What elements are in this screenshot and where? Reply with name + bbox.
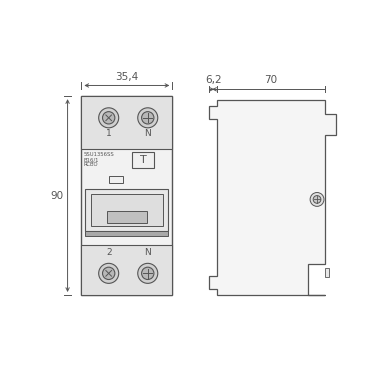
Text: 2: 2	[106, 248, 112, 257]
Circle shape	[142, 267, 154, 280]
Circle shape	[138, 263, 158, 283]
Bar	[85, 189, 169, 231]
Circle shape	[142, 112, 154, 124]
Text: 35,4: 35,4	[115, 72, 139, 82]
Text: 70: 70	[264, 75, 278, 85]
Text: N: N	[144, 129, 151, 138]
Text: 1: 1	[106, 129, 112, 138]
Text: RCBO: RCBO	[84, 162, 98, 167]
Bar	[82, 96, 172, 149]
Bar	[85, 231, 169, 236]
Text: 5SU1356SS: 5SU1356SS	[84, 152, 114, 157]
Circle shape	[310, 192, 324, 206]
Text: N: N	[144, 248, 151, 257]
Circle shape	[138, 108, 158, 128]
Bar	[132, 152, 154, 168]
Circle shape	[99, 108, 119, 128]
Bar	[325, 268, 329, 277]
Polygon shape	[209, 100, 335, 295]
Circle shape	[102, 267, 115, 280]
Text: 6,2: 6,2	[205, 75, 221, 85]
Bar	[82, 96, 172, 295]
Text: 90: 90	[50, 191, 64, 201]
Text: B16/1: B16/1	[84, 157, 99, 162]
Circle shape	[102, 112, 115, 124]
Text: T: T	[140, 155, 146, 165]
Circle shape	[99, 263, 119, 283]
Circle shape	[313, 196, 321, 203]
Bar	[82, 245, 172, 295]
Bar	[107, 211, 147, 223]
Bar	[90, 194, 163, 226]
Bar	[109, 176, 122, 183]
